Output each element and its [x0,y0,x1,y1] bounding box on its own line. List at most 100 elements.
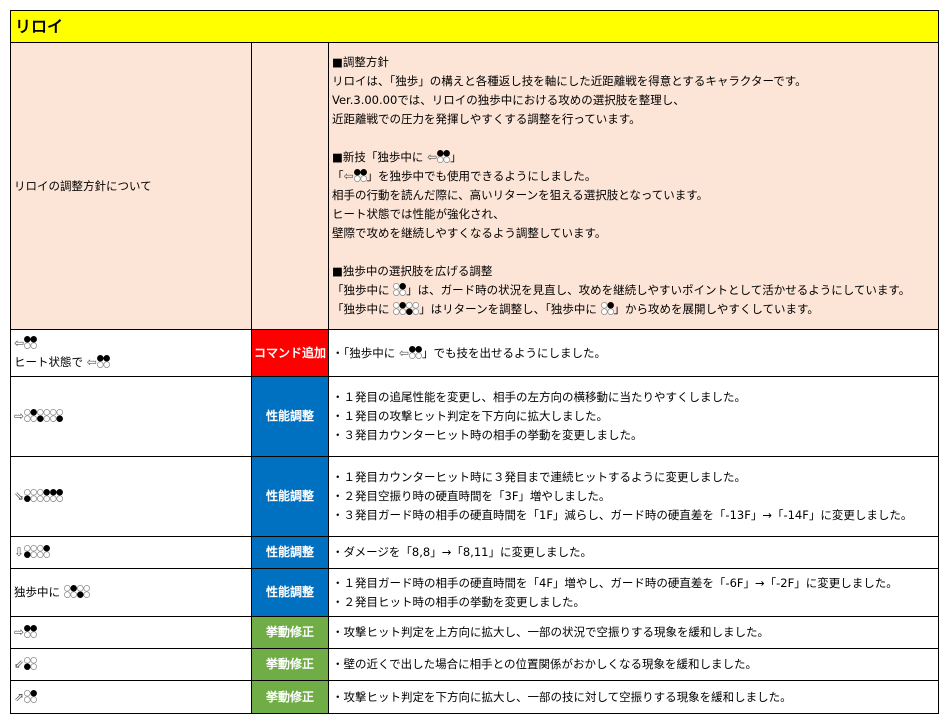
policy-badge-empty [251,42,329,330]
button-2-icon [24,409,38,422]
category-badge: 性能調整 [251,568,329,617]
text-segment: ・２発目ヒット時の相手の挙動を変更しました。 [332,594,585,609]
text-segment: ・１発目カウンターヒット時に３発目まで連続ヒットするように変更しました。 [332,470,746,484]
text-segment: 「独歩中に [332,283,394,297]
text-line: ヒート状態で ⇦ [14,353,248,372]
text-line [332,243,935,262]
notes-cell: ・壁の近くで出した場合に相手との位置関係がおかしくなる現象を緩和しました。 [328,648,939,681]
button-1-2-icon [24,336,38,349]
direction-arrow-icon: ⇦ [343,169,354,183]
policy-text: ■調整方針リロイは、「独歩」の構えと各種返し技を軸にした近距離戦を得意とするキャ… [328,42,939,330]
category-badge: 性能調整 [251,376,329,457]
category-badge: 挙動修正 [251,648,329,681]
text-segment: ■新技「独歩中に [332,150,428,164]
text-segment: 独歩中に [14,585,64,599]
direction-arrow-icon: ⇗ [14,689,25,704]
direction-arrow-icon: ⇩ [14,545,25,559]
text-segment: 相手の行動を読んだ際に、高いリターンを狙える選択肢となっています。 [332,188,709,202]
text-line: ・ダメージを「8,8」→「8,11」に変更しました。 [332,543,935,562]
category-badge: 性能調整 [251,536,329,569]
command-cell: ⇩ [10,536,252,569]
text-line [332,129,935,148]
change-row: ⇙ 挙動修正 ・壁の近くで出した場合に相手との位置関係がおかしくなる現象を緩和しまし… [10,648,939,681]
button-2-icon [600,302,614,315]
command-cell: ⇦ ヒート状態で ⇦ [10,329,252,377]
text-segment: 近距離戦での圧力を発揮しやすくする調整を行っています。 [332,112,641,126]
text-line: ⇘ [14,487,248,506]
text-line: ・２発目ヒット時の相手の挙動を変更しました。 [332,593,935,612]
direction-arrow-icon: ⇦ [427,150,438,164]
command-cell: ⇘ [10,456,252,537]
text-line: Ver.3.00.00では、リロイの独歩中における攻めの選択肢を整理し、 [332,91,935,110]
category-badge: 性能調整 [251,456,329,537]
change-row: 独歩中に 性能調整 ・１発目ガード時の相手の硬直時間を「4F」増やし、ガード時の硬… [10,568,939,617]
text-segment: 「 [332,169,344,183]
text-segment: ・攻撃ヒット判定を下方向に拡大し、一部の技に対して空振りする現象を緩和しました。 [332,689,792,704]
direction-arrow-icon: ⇦ [86,355,97,369]
text-segment: ■調整方針 [332,55,389,69]
text-line: ・「独歩中に ⇦ 」でも技を出せるようにしました。 [332,344,935,363]
text-segment: ・攻撃ヒット判定を上方向に拡大し、一部の状況で空振りする現象を緩和しました。 [332,625,769,639]
button-2-icon [393,283,407,296]
text-segment: 」でも技を出せるようにしました。 [421,345,606,360]
text-line: ・攻撃ヒット判定を上方向に拡大し、一部の状況で空振りする現象を緩和しました。 [332,623,935,642]
command-cell: ⇙ [10,648,252,681]
policy-label: リロイの調整方針について [10,42,252,330]
notes-cell: ・ダメージを「8,8」→「8,11」に変更しました。 [328,536,939,569]
button-4-icon [50,409,64,422]
button-3-icon [76,585,90,598]
text-line: ・３発目カウンターヒット時の相手の挙動を変更しました。 [332,426,935,445]
text-line: 「⇦ 」を独歩中でも使用できるようにしました。 [332,167,935,186]
text-line: ⇦ [14,334,248,353]
text-line: 相手の行動を読んだ際に、高いリターンを狙える選択肢となっています。 [332,186,935,205]
text-line: ■独歩中の選択肢を広げる調整 [332,262,935,281]
button-2-icon [24,689,38,703]
text-line: 「独歩中に 」は、ガード時の状況を見直し、攻めを継続しやすいポイントとして活かせ… [332,281,935,300]
text-line: ・１発目の攻撃ヒット判定を下方向に拡大しました。 [332,407,935,426]
text-line: 壁際で攻めを継続しやすくなるよう調整しています。 [332,224,935,243]
button-1-2-icon [96,355,110,368]
category-badge: 挙動修正 [251,680,329,714]
policy-row: リロイの調整方針について ■調整方針リロイは、「独歩」の構えと各種返し技を軸にし… [10,42,939,330]
text-line: 独歩中に [14,583,248,602]
button-3-icon [37,409,51,422]
text-line: ヒート状態では性能が強化され、 [332,205,935,224]
text-segment: ・「独歩中に [332,345,399,360]
notes-cell: ・１発目ガード時の相手の硬直時間を「4F」増やし、ガード時の硬直差を「-6F」→… [328,568,939,617]
change-row: ⇨ 性能調整 ・１発目の追尾性能を変更し、相手の左方向の横移動に当たりやすくしました… [10,376,939,457]
text-line: ⇨ [14,623,248,642]
text-line: リロイは、「独歩」の構えと各種返し技を軸にした近距離戦を得意とするキャラクターで… [332,72,935,91]
text-line: ・１発目カウンターヒット時に３発目まで連続ヒットするように変更しました。 [332,468,935,487]
category-badge: 挙動修正 [251,616,329,649]
button-3-icon [24,545,38,558]
direction-arrow-icon: ⇘ [14,489,25,503]
text-line: 「独歩中に 」はリターンを調整し、「独歩中に 」から攻めを展開しやすくしています… [332,300,935,319]
text-line: ・１発目ガード時の相手の硬直時間を「4F」増やし、ガード時の硬直差を「-6F」→… [332,574,935,593]
button-1-2-icon [24,625,38,638]
button-2-icon [63,585,77,598]
text-line: ・３発目ガード時の相手の硬直時間を「1F」減らし、ガード時の硬直差を「-13F」… [332,506,935,525]
text-line: ・壁の近くで出した場合に相手との位置関係がおかしくなる現象を緩和しました。 [332,655,935,674]
text-segment: 」から攻めを展開しやすくしています。 [613,302,819,316]
text-segment: ・３発目ガード時の相手の硬直時間を「1F」減らし、ガード時の硬直差を「-13F」… [332,508,913,522]
category-badge: コマンド追加 [251,329,329,377]
button-1-2-icon [437,150,451,163]
text-segment: ヒート状態では性能が強化され、 [332,207,505,221]
notes-cell: ・攻撃ヒット判定を上方向に拡大し、一部の状況で空振りする現象を緩和しました。 [328,616,939,649]
text-line: ・１発目の追尾性能を変更し、相手の左方向の横移動に当たりやすくしました。 [332,388,935,407]
direction-arrow-icon: ⇦ [14,336,25,350]
direction-arrow-icon: ⇨ [14,625,25,639]
text-segment: ・１発目の攻撃ヒット判定を下方向に拡大しました。 [332,409,608,423]
change-row: ⇘ 性能調整 ・１発目カウンターヒット時に３発目まで連続ヒットするように変更しました… [10,456,939,537]
direction-arrow-icon: ⇙ [14,657,25,671]
text-line: ・２発目空振り時の硬直時間を「3F」増やしました。 [332,487,935,506]
change-row: ⇩ 性能調整 ・ダメージを「8,8」→「8,11」に変更しました。 [10,536,939,569]
text-line: ・攻撃ヒット判定を下方向に拡大し、一部の技に対して空振りする現象を緩和しました。 [332,688,935,707]
text-line: 近距離戦での圧力を発揮しやすくする調整を行っています。 [332,110,935,129]
text-segment: リロイは、「独歩」の構えと各種返し技を軸にした近距離戦を得意とするキャラクターで… [332,74,807,88]
text-segment: 「独歩中に [332,302,394,316]
notes-cell: ・１発目カウンターヒット時に３発目まで連続ヒットするように変更しました。・２発目… [328,456,939,537]
button-2-icon [37,489,51,502]
text-segment: ヒート状態で [14,355,87,369]
text-line: ⇙ [14,655,248,674]
